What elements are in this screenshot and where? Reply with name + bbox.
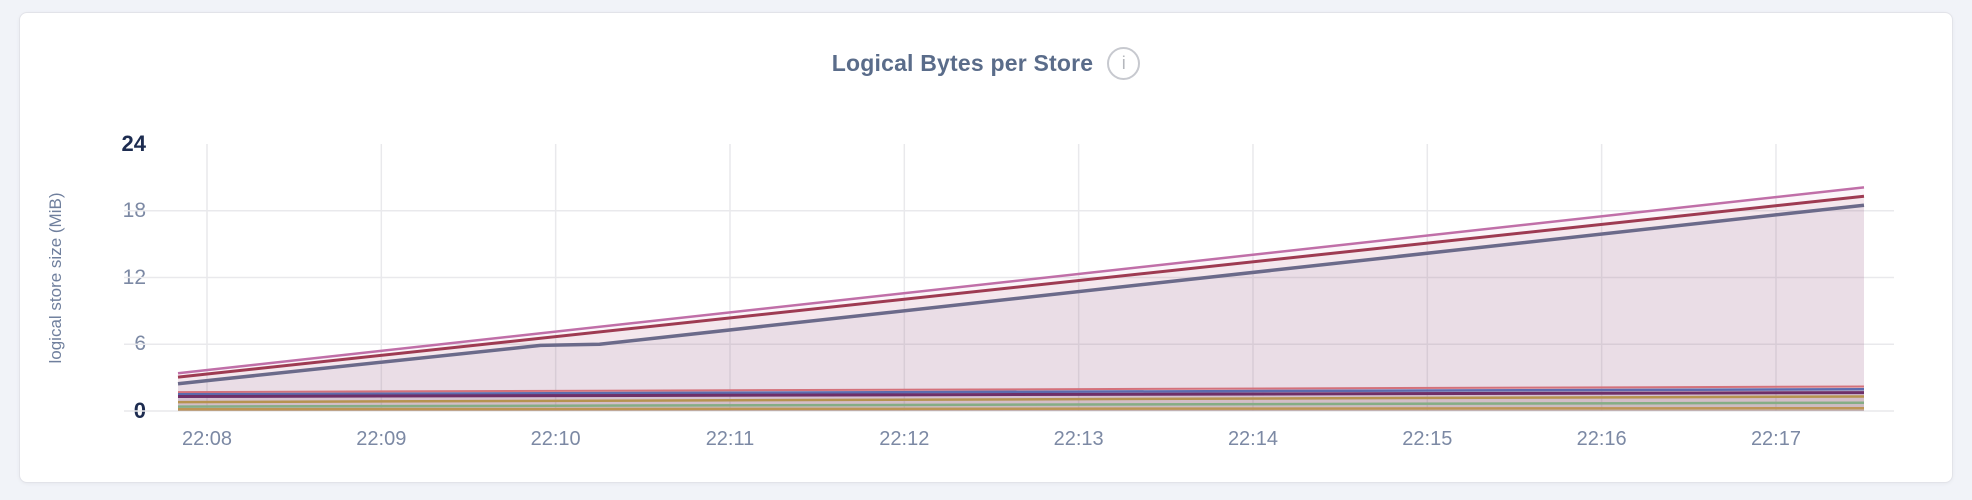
series-line-store-2: [177, 194, 1865, 379]
x-tick-label: 22:09: [356, 428, 407, 450]
series-line-store-6: [177, 391, 1865, 398]
x-tick-label: 22:16: [1576, 428, 1627, 450]
series-line-store-3: [177, 203, 1865, 386]
x-tick-label: 22:15: [1402, 428, 1453, 450]
series-area-store-3: [178, 205, 1864, 411]
series-line-store-5: [177, 388, 1865, 396]
series-line-store-8: [177, 401, 1865, 408]
series-line-store-9: [177, 406, 1865, 411]
chart-card: Logical Bytes per Store i logical store …: [19, 12, 1953, 483]
chart-header: Logical Bytes per Store i: [20, 47, 1952, 80]
x-tick-label: 22:12: [879, 428, 930, 450]
x-tick-label: 22:14: [1227, 428, 1278, 450]
series-line-store-7: [177, 395, 1865, 404]
x-tick-label: 22:17: [1750, 428, 1801, 450]
x-tick-label: 22:10: [530, 428, 581, 450]
series-line-store-1: [177, 186, 1865, 375]
x-tick-label: 22:11: [705, 428, 755, 450]
info-icon[interactable]: i: [1107, 47, 1141, 80]
x-tick-label: 22:08: [181, 428, 233, 450]
y-tick-label: 24: [121, 131, 146, 156]
series-line-store-4: [177, 385, 1865, 394]
chart-title: Logical Bytes per Store: [831, 50, 1094, 76]
x-tick-label: 22:13: [1053, 428, 1104, 450]
plot-area[interactable]: [124, 144, 1894, 412]
